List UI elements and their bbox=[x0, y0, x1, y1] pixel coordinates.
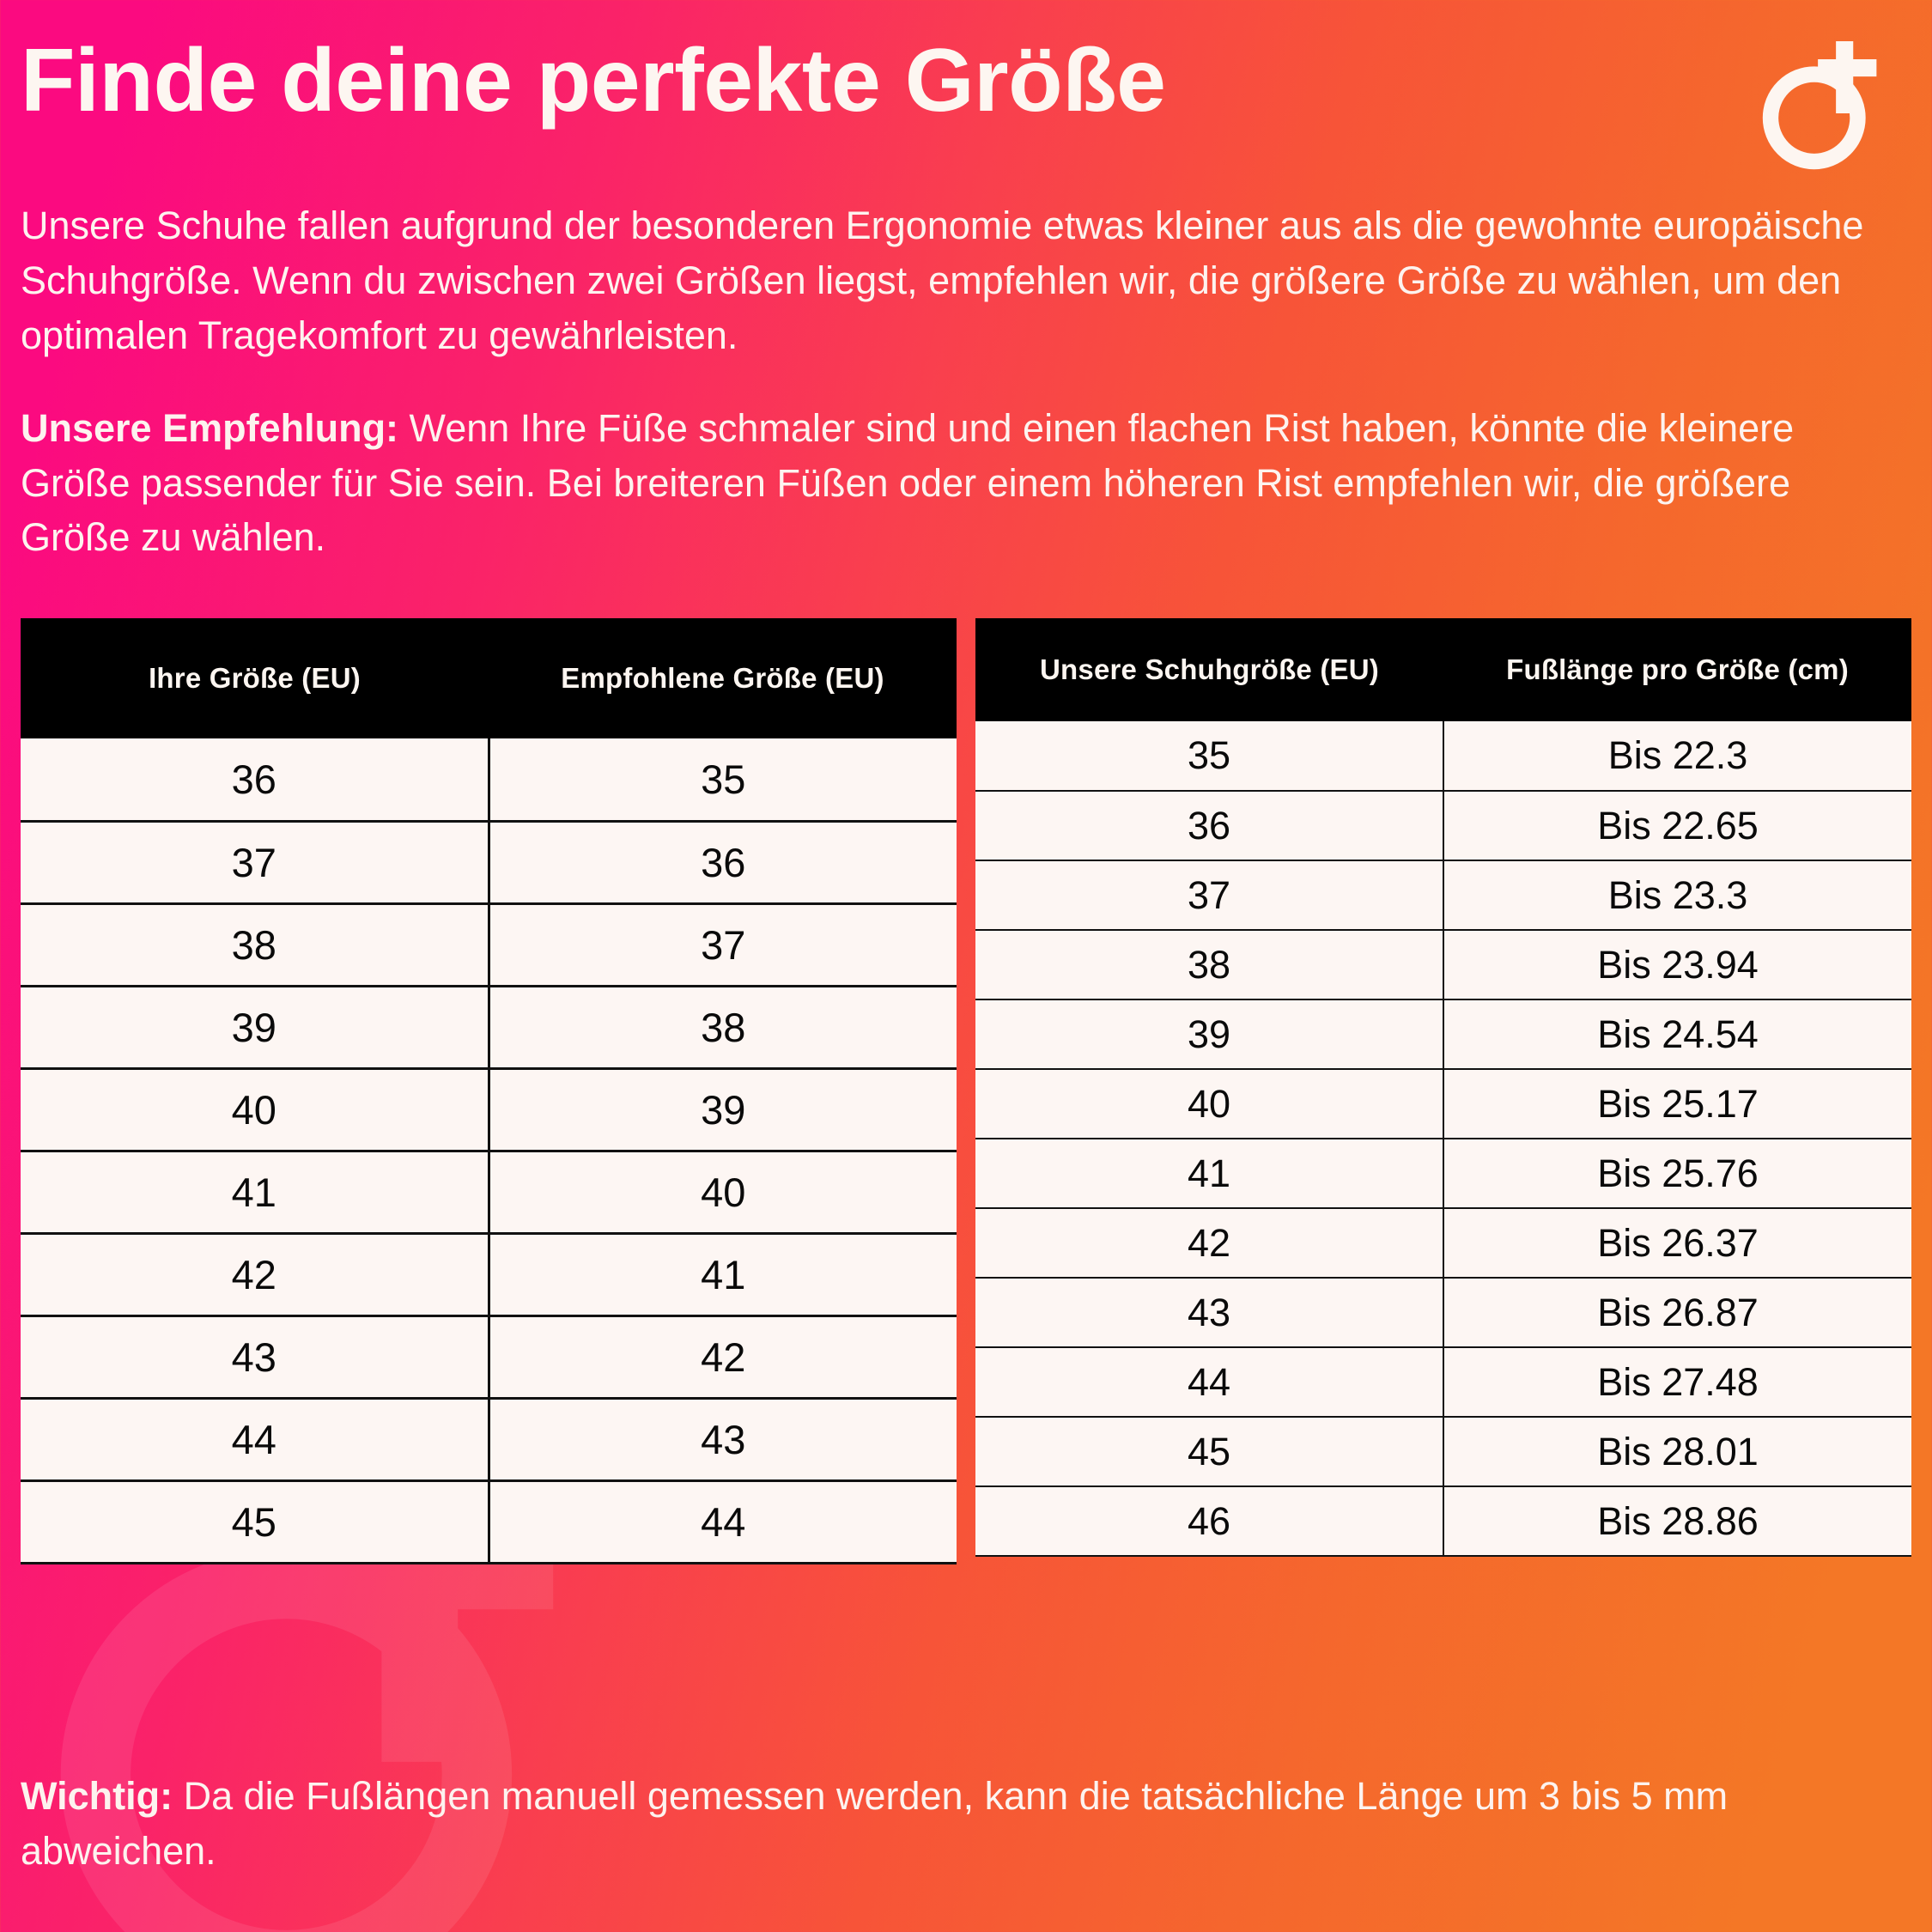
table-cell-col2: 38 bbox=[487, 984, 957, 1070]
table-row: 41 40 bbox=[21, 1149, 957, 1235]
table-header-row: Unsere Schuhgröße (EU) Fußlänge pro Größ… bbox=[975, 618, 1911, 722]
table-cell-col1: 36 bbox=[975, 790, 1444, 862]
table-row: 35 Bis 22.3 bbox=[975, 721, 1911, 793]
table-header-row: Ihre Größe (EU) Empfohlene Größe (EU) bbox=[21, 618, 957, 739]
table-cell-col2: 43 bbox=[487, 1396, 957, 1482]
important-note: Wichtig: Da die Fußlängen manuell gemess… bbox=[21, 1769, 1911, 1879]
table-cell-col2: Bis 23.94 bbox=[1443, 929, 1911, 1001]
table-cell-col1: 37 bbox=[975, 860, 1444, 932]
foot-length-table-wrapper: Unsere Schuhgröße (EU) Fußlänge pro Größ… bbox=[975, 618, 1911, 1558]
table-row: 42 Bis 26.37 bbox=[975, 1207, 1911, 1279]
table-cell-col2: 39 bbox=[487, 1066, 957, 1152]
table-cell-col1: 46 bbox=[975, 1485, 1444, 1558]
intro-paragraph-1: Unsere Schuhe fallen aufgrund der besond… bbox=[21, 204, 1864, 357]
table-row: 37 Bis 23.3 bbox=[975, 860, 1911, 932]
table-cell-col1: 41 bbox=[21, 1149, 490, 1235]
table-row: 39 Bis 24.54 bbox=[975, 999, 1911, 1071]
table-row: 40 39 bbox=[21, 1066, 957, 1152]
page-header: Finde deine perfekte Größe bbox=[21, 0, 1911, 179]
table-row: 39 38 bbox=[21, 984, 957, 1070]
table-cell-col1: 42 bbox=[975, 1207, 1444, 1279]
important-label: Wichtig: bbox=[21, 1774, 173, 1819]
table-cell-col1: 38 bbox=[975, 929, 1444, 1001]
intro-paragraph-2: Unsere Empfehlung: Wenn Ihre Füße schmal… bbox=[21, 401, 1901, 566]
table-cell-col2: 40 bbox=[487, 1149, 957, 1235]
table-cell-col1: 43 bbox=[975, 1277, 1444, 1349]
recommendation-label: Unsere Empfehlung: bbox=[21, 405, 399, 450]
table-cell-col2: Bis 26.87 bbox=[1443, 1277, 1911, 1349]
table-row: 36 35 bbox=[21, 738, 957, 823]
foot-length-table-body: 35 Bis 22.3 36 Bis 22.65 37 Bis 23.3 38 Bis 23.… bbox=[975, 721, 1911, 1558]
foot-length-table-head: Unsere Schuhgröße (EU) Fußlänge pro Größ… bbox=[975, 618, 1911, 722]
table-cell-col2: 37 bbox=[487, 902, 957, 987]
circle-plus-gender-logo-icon bbox=[1753, 29, 1903, 179]
table-cell-col2: Bis 22.65 bbox=[1443, 790, 1911, 862]
table-row: 43 42 bbox=[21, 1314, 957, 1400]
table-cell-col2: Bis 25.17 bbox=[1443, 1068, 1911, 1140]
table-cell-col1: 41 bbox=[975, 1138, 1444, 1210]
table-row: 45 Bis 28.01 bbox=[975, 1416, 1911, 1488]
table-cell-col1: 36 bbox=[21, 738, 490, 823]
recommendation-text: Wenn Ihre Füße schmaler sind und einen f… bbox=[21, 405, 1795, 560]
table-row: 41 Bis 25.76 bbox=[975, 1138, 1911, 1210]
table-cell-col2: Bis 28.01 bbox=[1443, 1416, 1911, 1488]
table-cell-col1: 39 bbox=[975, 999, 1444, 1071]
table-cell-col2: 35 bbox=[487, 738, 957, 823]
conversion-table-wrapper: Ihre Größe (EU) Empfohlene Größe (EU) 36… bbox=[21, 618, 957, 1564]
size-conversion-table-head: Ihre Größe (EU) Empfohlene Größe (EU) bbox=[21, 618, 957, 739]
table-cell-col2: Bis 22.3 bbox=[1443, 721, 1911, 793]
column-header-our-shoe-size: Unsere Schuhgröße (EU) bbox=[975, 618, 1443, 722]
table-row: 42 41 bbox=[21, 1231, 957, 1317]
table-row: 43 Bis 26.87 bbox=[975, 1277, 1911, 1349]
size-tables-container: Ihre Größe (EU) Empfohlene Größe (EU) 36… bbox=[21, 618, 1911, 1564]
page-title: Finde deine perfekte Größe bbox=[21, 31, 1166, 131]
table-cell-col1: 38 bbox=[21, 902, 490, 987]
table-row: 38 37 bbox=[21, 902, 957, 987]
table-cell-col1: 42 bbox=[21, 1231, 490, 1317]
table-cell-col1: 44 bbox=[975, 1346, 1444, 1419]
table-cell-col2: Bis 25.76 bbox=[1443, 1138, 1911, 1210]
column-header-recommended-size: Empfohlene Größe (EU) bbox=[489, 618, 957, 739]
table-row: 40 Bis 25.17 bbox=[975, 1068, 1911, 1140]
table-row: 44 Bis 27.48 bbox=[975, 1346, 1911, 1419]
table-row: 44 43 bbox=[21, 1396, 957, 1482]
table-cell-col2: 36 bbox=[487, 819, 957, 905]
table-row: 46 Bis 28.86 bbox=[975, 1485, 1911, 1558]
table-row: 36 Bis 22.65 bbox=[975, 790, 1911, 862]
table-cell-col1: 45 bbox=[975, 1416, 1444, 1488]
table-cell-col1: 35 bbox=[975, 721, 1444, 793]
table-cell-col1: 39 bbox=[21, 984, 490, 1070]
table-row: 37 36 bbox=[21, 819, 957, 905]
table-cell-col1: 43 bbox=[21, 1314, 490, 1400]
column-header-your-size: Ihre Größe (EU) bbox=[21, 618, 489, 739]
table-cell-col2: Bis 27.48 bbox=[1443, 1346, 1911, 1419]
table-cell-col1: 44 bbox=[21, 1396, 490, 1482]
table-cell-col2: Bis 28.86 bbox=[1443, 1485, 1911, 1558]
table-cell-col2: 42 bbox=[487, 1314, 957, 1400]
size-conversion-table-body: 36 35 37 36 38 37 39 38 40 39 41 40 42 41 43 42 44 43 45 44 bbox=[21, 738, 957, 1564]
table-row: 38 Bis 23.94 bbox=[975, 929, 1911, 1001]
important-text: Da die Fußlängen manuell gemessen werden… bbox=[21, 1774, 1728, 1874]
size-conversion-table: Ihre Größe (EU) Empfohlene Größe (EU) 36… bbox=[21, 618, 957, 1564]
table-cell-col2: 44 bbox=[487, 1479, 957, 1564]
column-header-foot-length: Fußlänge pro Größe (cm) bbox=[1443, 618, 1911, 722]
table-cell-col1: 45 bbox=[21, 1479, 490, 1564]
table-row: 45 44 bbox=[21, 1479, 957, 1564]
table-cell-col2: Bis 26.37 bbox=[1443, 1207, 1911, 1279]
foot-length-table: Unsere Schuhgröße (EU) Fußlänge pro Größ… bbox=[975, 618, 1911, 1558]
table-cell-col2: Bis 23.3 bbox=[1443, 860, 1911, 932]
table-cell-col1: 40 bbox=[975, 1068, 1444, 1140]
table-cell-col2: 41 bbox=[487, 1231, 957, 1317]
table-cell-col1: 40 bbox=[21, 1066, 490, 1152]
table-cell-col2: Bis 24.54 bbox=[1443, 999, 1911, 1071]
table-cell-col1: 37 bbox=[21, 819, 490, 905]
